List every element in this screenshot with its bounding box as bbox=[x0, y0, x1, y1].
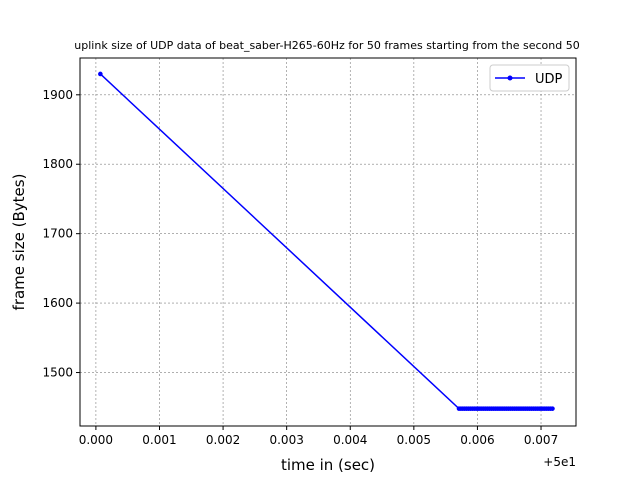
x-tick-label: 0.007 bbox=[524, 433, 558, 447]
y-tick-label: 1900 bbox=[42, 88, 73, 102]
x-tick-label: 0.006 bbox=[460, 433, 494, 447]
grid bbox=[80, 58, 576, 426]
x-tick-label: 0.000 bbox=[79, 433, 113, 447]
x-tick-label: 0.005 bbox=[397, 433, 431, 447]
y-tick-label: 1500 bbox=[42, 366, 73, 380]
chart-title: uplink size of UDP data of beat_saber-H2… bbox=[74, 39, 579, 52]
x-axis-label: time in (sec) bbox=[281, 456, 375, 474]
series-layer bbox=[98, 71, 555, 411]
y-tick-label: 1700 bbox=[42, 227, 73, 241]
legend-swatch-marker bbox=[507, 75, 513, 81]
y-tick-label: 1800 bbox=[42, 157, 73, 171]
plot-area-frame bbox=[79, 57, 577, 427]
x-tick-label: 0.001 bbox=[142, 433, 176, 447]
x-tick-label: 0.002 bbox=[206, 433, 240, 447]
x-axis-offset-label: +5e1 bbox=[543, 455, 576, 469]
y-axis-label: frame size (Bytes) bbox=[10, 174, 28, 311]
x-tick-label: 0.003 bbox=[269, 433, 303, 447]
data-point bbox=[550, 406, 555, 411]
x-axis-ticks: 0.000 0.001 0.002 0.003 0.004 0.005 0.006 0.007 bbox=[79, 426, 558, 447]
legend: UDP bbox=[489, 64, 570, 92]
legend-label-udp: UDP bbox=[535, 72, 563, 87]
series-line-udp bbox=[99, 73, 553, 410]
x-tick-label: 0.004 bbox=[333, 433, 367, 447]
data-point bbox=[98, 71, 103, 77]
y-tick-label: 1600 bbox=[42, 296, 73, 310]
y-axis-ticks: 1500 1600 1700 1800 1900 bbox=[42, 88, 80, 380]
legend-box bbox=[489, 64, 570, 92]
